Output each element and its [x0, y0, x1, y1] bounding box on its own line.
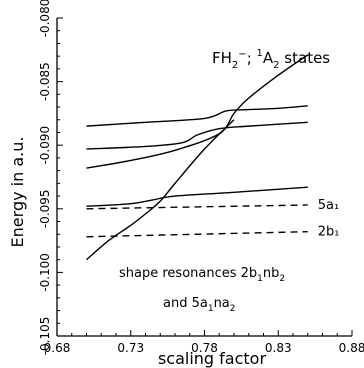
- y-tick-label: -0.085: [38, 62, 52, 101]
- x-tick-label: 0.88: [339, 341, 364, 355]
- x-tick-label: 0.68: [44, 341, 71, 355]
- series-line-4: [86, 186, 308, 207]
- series-lines: [86, 54, 309, 261]
- series-line-3: [86, 121, 308, 150]
- x-tick-label: 0.83: [265, 341, 292, 355]
- x-tick-label: 0.73: [117, 341, 144, 355]
- y-axis-label: Energy in a.u.: [8, 137, 27, 248]
- annotation-line-2: and 5a1na2: [163, 296, 236, 314]
- series-line-1: [86, 54, 309, 169]
- series-label: 2b₁: [318, 225, 340, 240]
- chart-title: FH2−; 1A2 states: [212, 48, 330, 71]
- x-tick-label: 0.78: [191, 341, 218, 355]
- y-tick-label: -0.105: [38, 317, 52, 356]
- series-line-2: [86, 105, 308, 127]
- y-tick-label: -0.100: [38, 253, 52, 292]
- x-axis-label: scaling factor: [158, 349, 267, 368]
- labels: -0.105 -0.100 -0.095 -0.090 -0.085 -0.080 0.68…: [38, 0, 364, 355]
- series-line-5: [86, 119, 235, 261]
- y-tick-label: -0.090: [38, 126, 52, 165]
- y-tick-label: -0.080: [38, 0, 52, 37]
- dashed-series-line-7: [86, 230, 308, 238]
- annotation-line-1: shape resonances 2b1nb2: [119, 266, 285, 284]
- series-label: 5a₁: [318, 198, 339, 213]
- tick-marks: [56, 17, 353, 337]
- dashed-series-line-6: [86, 204, 308, 210]
- y-tick-label: -0.095: [38, 189, 52, 228]
